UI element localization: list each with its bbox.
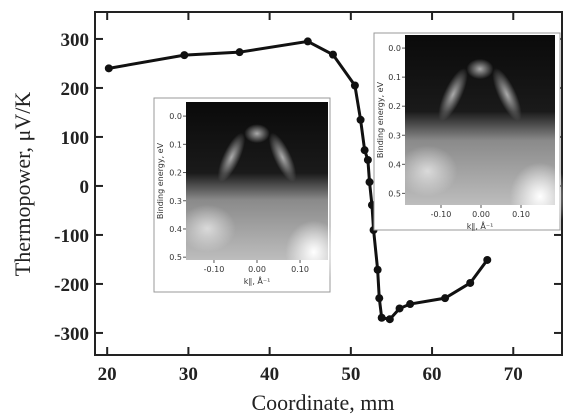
x-tick-label: 70 [504,364,523,385]
data-point [375,294,384,303]
data-point [356,115,365,124]
inset-y-title: Binding energy, eV [156,142,165,219]
band [268,132,297,182]
band [217,132,246,182]
inset-y-tick-label: 0.1 [169,140,182,149]
data-point [377,313,386,322]
inset-y-tick-label: 0.4 [388,160,401,169]
glow [510,162,564,231]
data-point [363,155,372,164]
x-tick-label: 60 [423,364,442,385]
data-point [303,37,312,46]
y-tick-label: 300 [61,30,90,51]
inset-y-tick-label: 0.4 [169,225,182,234]
inset-y-tick-label: 0.1 [388,73,401,82]
y-axis-title: Thermopower, μV/K [10,92,35,277]
inset-x-tick-label: 0.00 [472,210,490,219]
x-tick-label: 40 [260,364,279,385]
data-point [385,315,394,324]
x-tick-label: 20 [98,364,117,385]
y-tick-label: 200 [61,79,90,100]
y-tick-label: -300 [54,324,89,345]
inset-y-tick-label: 0.0 [388,44,401,53]
data-point [104,64,113,73]
data-point [441,294,450,303]
inset-y-tick-label: 0.3 [169,197,182,206]
x-tick-label: 50 [341,364,360,385]
inset-x-tick-label: 0.00 [248,265,266,274]
inset-y-tick-label: 0.3 [388,131,401,140]
glow [397,145,458,197]
inset-x-tick-label: 0.10 [291,265,309,274]
inset-y-tick-label: 0.0 [169,112,182,121]
x-axis-title: Coordinate, mm [252,390,395,415]
glow [178,204,236,253]
data-point [406,300,415,309]
inset-x-tick-label: -0.10 [431,210,452,219]
inset: 0.0 0.1 0.2 0.3 0.4 0.5 -0.10 0.00 0.10 k∥, Å⁻¹ Bi… [153,97,343,293]
data-point [360,146,369,155]
inset-y-tick-label: 0.5 [388,189,401,198]
data-point [328,50,337,59]
y-tick-label: 0 [80,177,90,198]
inset-y-tick-label: 0.2 [388,102,401,111]
inset-x-tick-label: -0.10 [204,265,225,274]
band [466,58,494,80]
data-point [466,278,475,287]
glow [285,220,343,284]
y-tick-label: -200 [54,275,89,296]
band [438,68,468,121]
band [244,124,270,144]
inset-y-title: Binding energy, eV [376,81,385,158]
data-point [483,255,492,264]
inset-x-tick-label: 0.10 [512,210,530,219]
data-point [180,51,189,60]
data-point [350,81,359,90]
data-point [395,304,404,313]
inset-y-tick-label: 0.5 [169,253,182,262]
band [492,68,522,121]
y-tick-label: -100 [54,226,89,247]
y-tick-label: 100 [61,128,90,149]
inset-x-title: k∥, Å⁻¹ [467,220,494,231]
inset-x-title: k∥, Å⁻¹ [244,275,271,286]
data-point [235,48,244,57]
data-point [373,265,382,274]
data-point [365,178,374,187]
inset: 0.0 0.1 0.2 0.3 0.4 0.5 -0.10 0.00 0.10 k∥, Å⁻¹ Bi… [373,32,564,231]
inset-y-tick-label: 0.2 [169,169,182,178]
x-tick-label: 30 [179,364,198,385]
